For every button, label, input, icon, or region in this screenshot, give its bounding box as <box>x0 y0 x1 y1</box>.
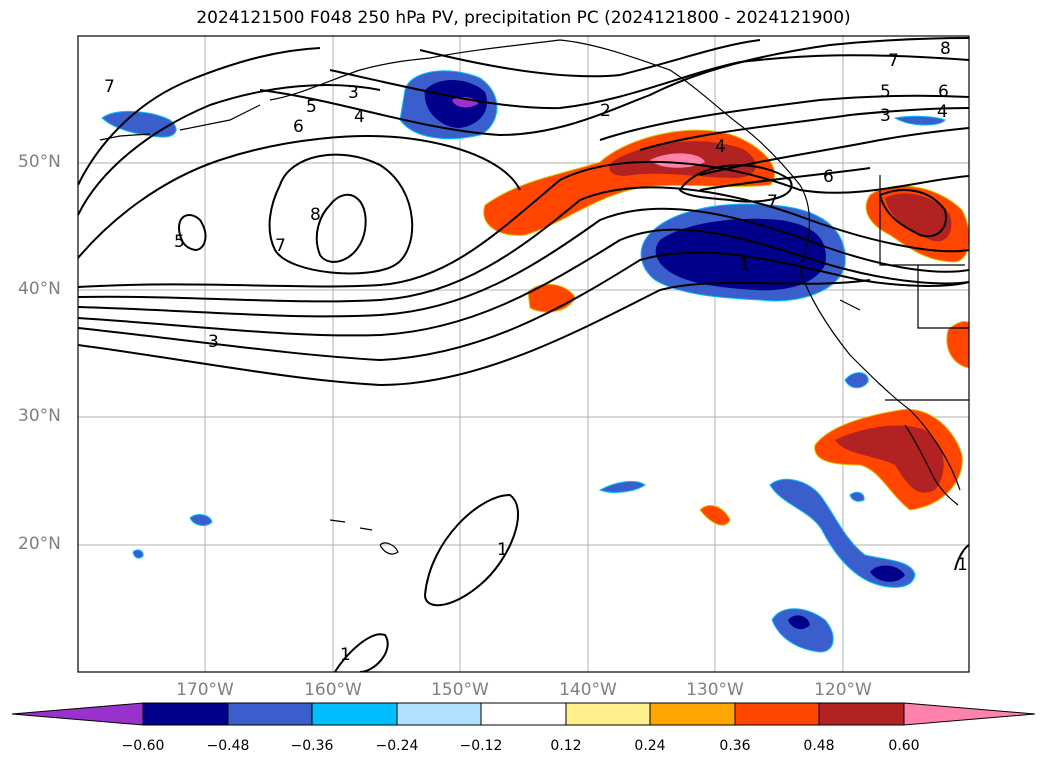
contour-label: 2 <box>600 101 611 121</box>
coastline <box>99 39 969 555</box>
negative-anomaly-areas <box>101 70 946 653</box>
lon-label: 160°W <box>304 680 362 700</box>
negative-anomaly-small-3 <box>598 480 646 493</box>
contour-label: 3 <box>880 106 891 126</box>
contour-label: 4 <box>937 102 948 122</box>
pv-contours <box>78 37 969 672</box>
contour-label: 7 <box>767 192 778 212</box>
colorbar-tick-label: 0.48 <box>803 738 835 754</box>
contour-label: 3 <box>208 332 219 352</box>
lon-label: 130°W <box>686 680 744 700</box>
colorbar-bin <box>734 702 820 726</box>
negative-anomaly-small-2 <box>132 549 144 559</box>
lon-label: 140°W <box>559 680 617 700</box>
contour-label: 6 <box>938 82 949 102</box>
contour-label: 5 <box>174 232 185 252</box>
lat-label: 20°N <box>18 534 61 554</box>
contour-label: 7 <box>104 77 115 97</box>
negative-anomaly-bc <box>893 115 946 126</box>
colorbar-extend-high <box>903 702 1036 726</box>
contour-label: 1 <box>497 540 508 560</box>
colorbar-extend-low <box>11 702 144 726</box>
lat-label: 30°N <box>18 406 61 426</box>
contour-label: 4 <box>354 107 365 127</box>
positive-anomaly-subtropic <box>699 505 731 526</box>
negative-anomaly-south <box>771 608 834 653</box>
negative-anomaly-subtropic-band <box>769 478 916 588</box>
lon-label: 120°W <box>814 680 872 700</box>
colorbar-tick-label: −0.60 <box>121 738 165 754</box>
colorbar-tick-label: 0.24 <box>634 738 666 754</box>
colorbar-bin <box>649 702 736 726</box>
map-title: 2024121500 F048 250 hPa PV, precipitatio… <box>196 8 851 28</box>
colorbar-bin <box>227 702 313 726</box>
negative-anomaly-core-subtropic <box>870 565 905 582</box>
contour-label: 6 <box>823 167 834 187</box>
positive-anomaly-core-pacific-nw <box>885 193 952 242</box>
colorbar-tick-label: 0.12 <box>550 738 582 754</box>
lon-label: 150°W <box>431 680 489 700</box>
colorbar-tick-label: 0.60 <box>888 738 920 754</box>
colorbar-tick-label: 0.36 <box>719 738 751 754</box>
contour-label: 7 <box>888 51 899 71</box>
lat-label: 40°N <box>18 279 61 299</box>
contour-label: 4 <box>715 137 726 157</box>
negative-anomaly-core-south <box>788 615 810 630</box>
colorbar-bin <box>311 702 398 726</box>
contour-label: 8 <box>310 205 321 225</box>
positive-anomaly-california <box>946 321 969 369</box>
positive-anomaly-areas <box>483 129 969 526</box>
contour-label: 1 <box>340 645 351 665</box>
contour-label: 1 <box>957 555 968 575</box>
map-frame <box>77 35 970 673</box>
negative-anomaly-small-1 <box>189 514 213 526</box>
colorbar-bin <box>480 702 567 726</box>
colorbar-tick-label: −0.24 <box>375 738 419 754</box>
contour-label: 5 <box>880 82 891 102</box>
contour-labels: 7 5 3 4 6 2 7 6 5 3 4 8 6 4 7 1 5 7 8 3 … <box>104 39 968 665</box>
contour-label: 8 <box>940 39 951 59</box>
contour-label: 1 <box>739 255 750 275</box>
lat-label: 50°N <box>18 152 61 172</box>
colorbar-tick-label: −0.48 <box>206 738 250 754</box>
lon-label: 170°W <box>176 680 234 700</box>
contour-label: 7 <box>275 236 286 256</box>
contour-label: 3 <box>348 83 359 103</box>
negative-anomaly-bering <box>101 110 177 138</box>
negative-anomaly-small-4 <box>849 491 865 502</box>
colorbar <box>11 702 1036 726</box>
contour-label: 5 <box>306 97 317 117</box>
positive-anomaly-core-mexico <box>835 425 944 493</box>
negative-anomaly-core-offshore <box>655 218 826 291</box>
colorbar-bin <box>142 702 229 726</box>
colorbar-bin <box>565 702 651 726</box>
colorbar-tick-label: −0.36 <box>290 738 334 754</box>
colorbar-bin <box>818 702 905 726</box>
colorbar-tick-label: −0.12 <box>459 738 503 754</box>
colorbar-bin <box>396 702 482 726</box>
negative-anomaly-baja <box>844 372 869 389</box>
contour-label: 6 <box>293 117 304 137</box>
